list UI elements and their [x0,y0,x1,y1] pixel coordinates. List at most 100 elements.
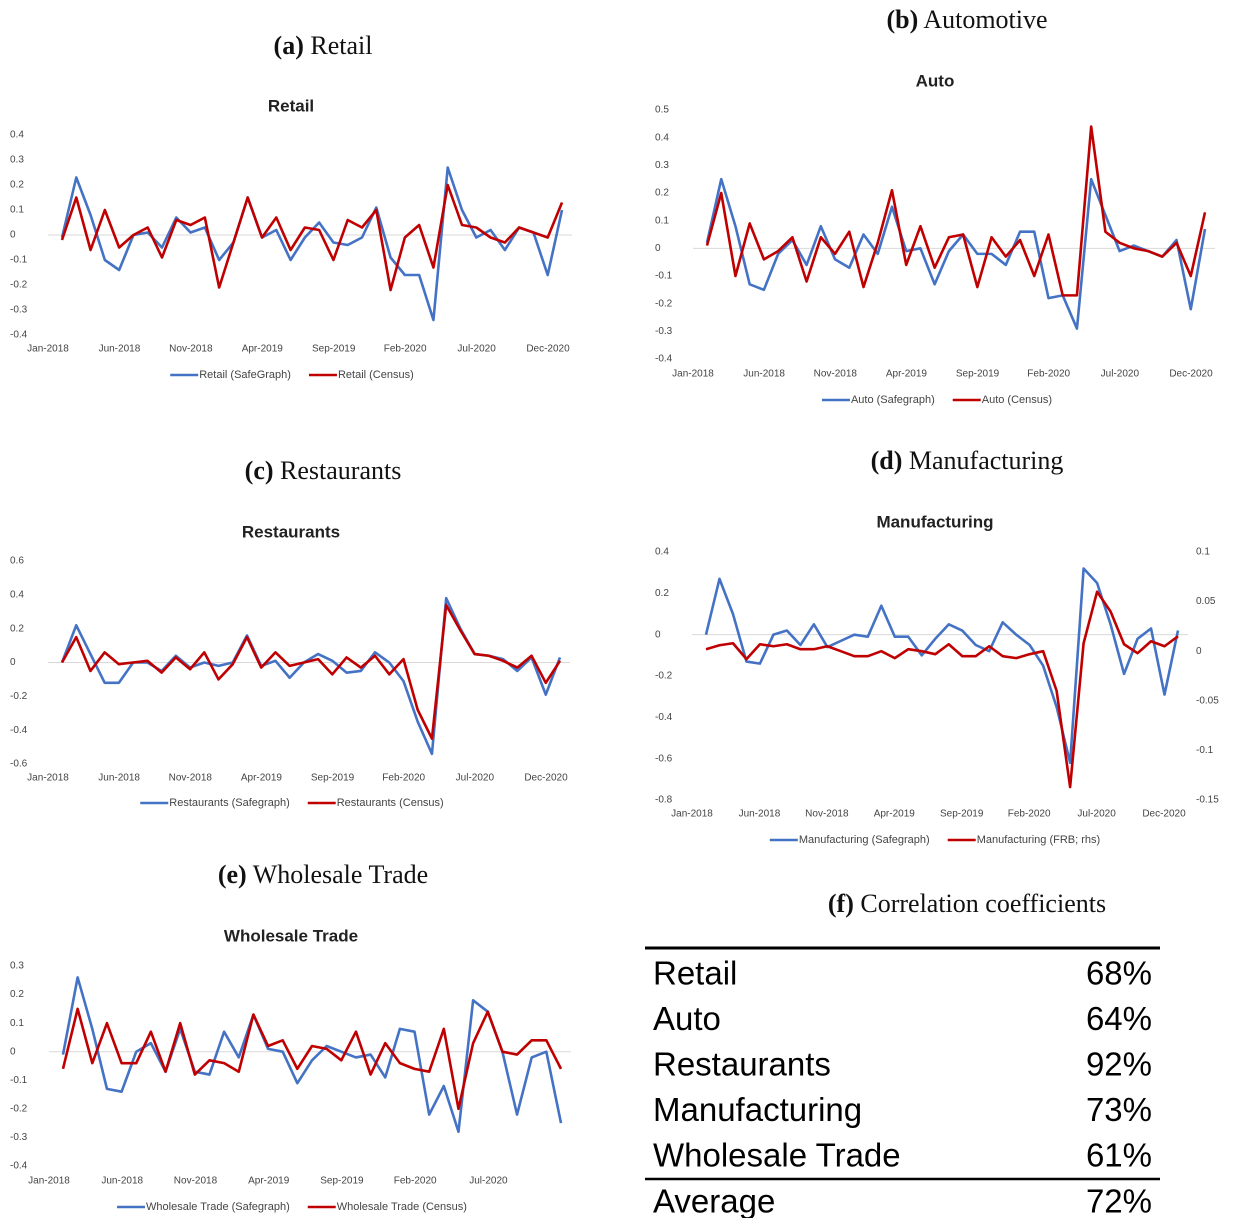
row-label: Wholesale Trade [653,1137,901,1174]
x-tick-label: Feb-2020 [394,1176,437,1187]
footer-value: 72% [1086,1183,1152,1218]
chart-title: Restaurants [242,522,340,541]
row-value: 61% [1086,1137,1152,1174]
x-tick-label: Feb-2020 [382,773,425,784]
panel-label: (d) [871,446,903,475]
row-value: 64% [1086,1000,1152,1037]
panel-caption: (f) Correlation coefficients [828,889,1106,918]
x-tick-label: Sep-2019 [311,773,355,784]
panel-caption: (e) Wholesale Trade [218,860,428,889]
y-tick-label: -0.4 [655,712,673,723]
x-tick-label: Jun-2018 [99,344,141,355]
data-line [60,603,562,740]
panel-caption-text: Restaurants [280,456,401,485]
y-tick-label: -0.2 [10,1103,28,1114]
panel-label: (b) [886,5,918,34]
data-line [704,567,1180,765]
x-tick-label: Jul-2020 [1077,809,1116,820]
legend-item: Wholesale Trade (Census) [307,1201,467,1213]
x-tick-label: Apr-2019 [874,809,916,820]
y-tick-label: -0.6 [655,753,673,764]
y-tick-label: 0.1 [10,1018,24,1029]
y-tick-label: -0.6 [10,759,28,770]
x-tick-label: Jan-2018 [27,773,69,784]
data-line [705,125,1207,297]
y-tick-label: 0.1 [655,215,669,226]
panel-label: (e) [218,860,247,889]
x-tick-label: Jun-2018 [743,369,785,380]
panel-caption: (b) Automotive [886,5,1047,34]
x-tick-label: Jul-2020 [457,344,496,355]
panel-label: (f) [828,889,854,918]
x-tick-label: Apr-2019 [886,369,928,380]
legend-item: Manufacturing (Safegraph) [769,834,930,846]
row-value: 73% [1086,1091,1152,1128]
legend-label: Auto (Census) [982,394,1052,406]
data-line [60,596,562,756]
legend-label: Wholesale Trade (Safegraph) [146,1201,290,1213]
y-tick-label: -0.4 [10,330,28,341]
x-tick-label: Sep-2019 [320,1176,364,1187]
x-tick-label: Nov-2018 [174,1176,218,1187]
legend-item: Auto (Census) [952,394,1052,406]
data-line [61,976,563,1134]
x-tick-label: Sep-2019 [312,344,356,355]
panel-label: (c) [245,456,274,485]
x-tick-label: Nov-2018 [169,773,213,784]
x-tick-label: Apr-2019 [248,1176,290,1187]
panel-caption-text: Wholesale Trade [253,860,428,889]
y-tick-label: 0.3 [10,155,24,166]
y-tick-label: 0.1 [10,205,24,216]
row-label: Restaurants [653,1046,831,1083]
y-tick-label: 0.3 [10,961,24,972]
x-tick-label: Jun-2018 [101,1176,143,1187]
x-tick-label: Jul-2020 [469,1176,508,1187]
y2-tick-label: 0.1 [1196,547,1210,558]
legend-item: Manufacturing (FRB; rhs) [947,834,1100,846]
panel-caption: (a) Retail [274,31,373,60]
legend-item: Restaurants (Census) [307,797,444,809]
data-line [60,183,564,292]
x-tick-label: Jan-2018 [672,369,714,380]
x-tick-label: Feb-2020 [384,344,427,355]
y-tick-label: 0.6 [10,556,24,567]
y-tick-label: -0.1 [655,271,673,282]
data-line [705,590,1179,789]
y2-tick-label: 0.05 [1196,596,1216,607]
y-tick-label: -0.3 [655,326,673,337]
y-tick-label: -0.2 [10,691,28,702]
y-tick-label: 0 [10,1046,16,1057]
x-tick-label: Nov-2018 [169,344,213,355]
legend-label: Wholesale Trade (Census) [337,1201,467,1213]
y-tick-label: 0 [10,657,16,668]
y-tick-label: 0.4 [10,130,24,141]
legend-label: Manufacturing (Safegraph) [799,834,930,846]
data-line [60,166,564,322]
y2-tick-label: -0.1 [1196,745,1214,756]
y-tick-label: 0.4 [655,132,669,143]
row-value: 68% [1086,955,1152,992]
y-tick-label: 0.2 [10,180,24,191]
x-tick-label: Dec-2020 [1142,809,1186,820]
y-tick-label: 0 [655,629,661,640]
chart-title: Manufacturing [876,512,993,531]
y2-tick-label: -0.05 [1196,695,1219,706]
y-tick-label: 0 [10,230,16,241]
x-tick-label: Apr-2019 [241,773,283,784]
y-tick-label: -0.4 [10,1161,28,1172]
y-tick-label: -0.3 [10,1132,28,1143]
panel-caption-text: Manufacturing [909,446,1064,475]
data-line [705,177,1207,330]
y-tick-label: -0.2 [655,298,673,309]
x-tick-label: Dec-2020 [524,773,568,784]
legend-label: Retail (Census) [338,369,414,381]
x-tick-label: Jul-2020 [1101,369,1140,380]
panel-caption-text: Automotive [923,5,1047,34]
row-value: 92% [1086,1046,1152,1083]
legend-label: Retail (SafeGraph) [199,369,291,381]
x-tick-label: Jan-2018 [28,1176,70,1187]
footer-label: Average [653,1183,775,1218]
x-tick-label: Feb-2020 [1027,369,1070,380]
y-tick-label: -0.1 [10,1075,28,1086]
legend-item: Retail (Census) [308,369,414,381]
